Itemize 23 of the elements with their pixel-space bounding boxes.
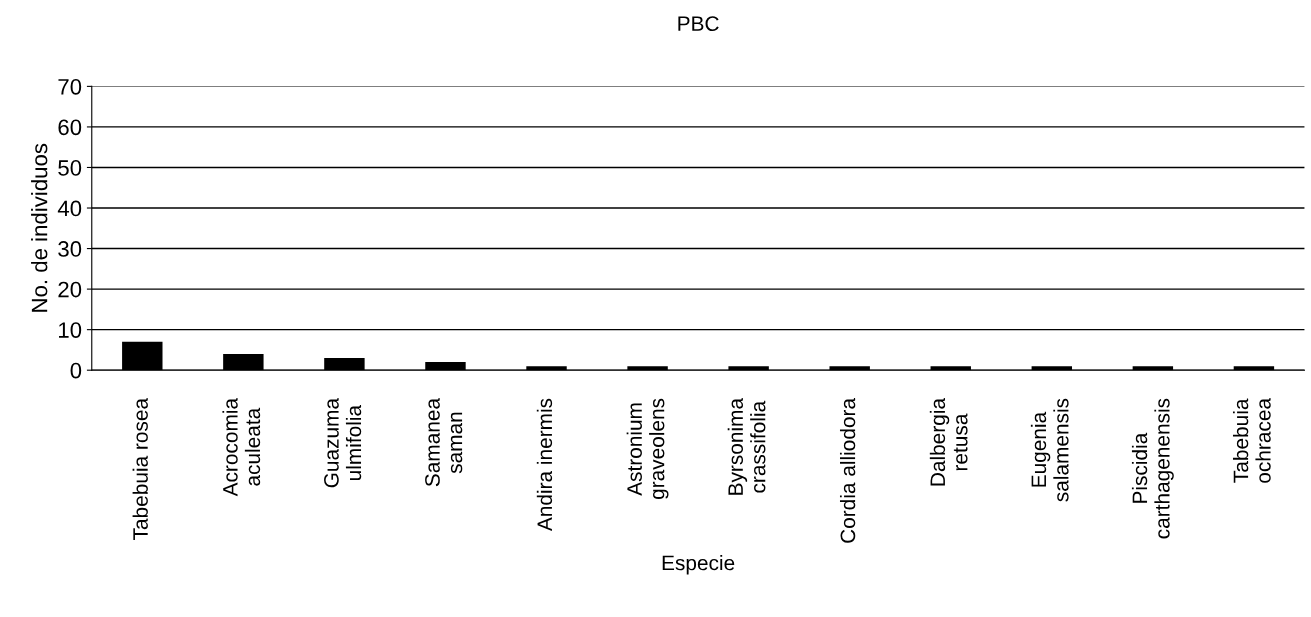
- y-tick-label: 60: [58, 119, 82, 136]
- y-tick-label: 50: [58, 160, 82, 176]
- y-axis-title: No. de individuos: [31, 143, 48, 312]
- x-tick-label: Dalbergia retusa: [929, 397, 968, 486]
- y-tick-label: 10: [59, 322, 82, 338]
- x-axis-title: Especie: [662, 554, 735, 575]
- y-tick-label: 20: [58, 281, 82, 298]
- x-tick-label: Byrsonima crassifolia: [727, 397, 766, 495]
- x-tick-label: Piscidia carthagenensis: [1131, 398, 1174, 539]
- y-tick-label: 40: [57, 200, 82, 217]
- y-tick-label: 0: [70, 362, 82, 379]
- chart-title: PBC: [678, 16, 719, 32]
- x-tick-label: Guazuma ulmifolia: [324, 397, 362, 488]
- x-tick-label: Tabebuia ochracea: [1232, 397, 1271, 483]
- x-tick-label: Eugenia salamensis: [1030, 398, 1069, 502]
- x-tick-label: Andira inermis: [536, 398, 553, 532]
- y-tick-label: 70: [58, 78, 82, 95]
- x-tick-label: Samanea saman: [425, 397, 463, 487]
- y-tick-label: 30: [58, 241, 82, 257]
- x-tick-label: Acrocomia aculeata: [222, 397, 261, 497]
- x-tick-label: Cordia alliodora: [839, 397, 856, 543]
- x-tick-label: Astronium graveolens: [626, 398, 669, 500]
- x-tick-label: Tabebuia rosea: [132, 397, 148, 540]
